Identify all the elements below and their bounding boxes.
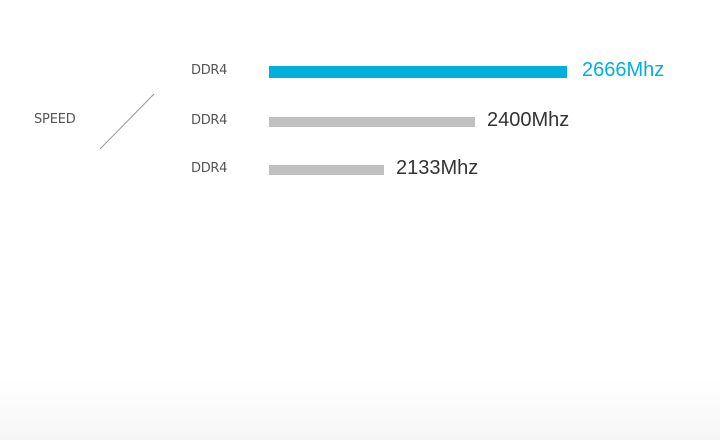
speed-axis-label: SPEED [34, 112, 76, 127]
bar [269, 165, 384, 175]
value-label: 2400Mhz [487, 109, 570, 131]
bar [269, 66, 567, 78]
row-label: DDR4 [191, 63, 228, 78]
slash-divider [99, 93, 155, 150]
bar [269, 117, 475, 127]
value-label: 2133Mhz [396, 157, 479, 179]
value-label: 2666Mhz [582, 59, 665, 81]
bottom-gradient [0, 380, 720, 440]
row-label: DDR4 [191, 161, 228, 176]
row-label: DDR4 [191, 113, 228, 128]
